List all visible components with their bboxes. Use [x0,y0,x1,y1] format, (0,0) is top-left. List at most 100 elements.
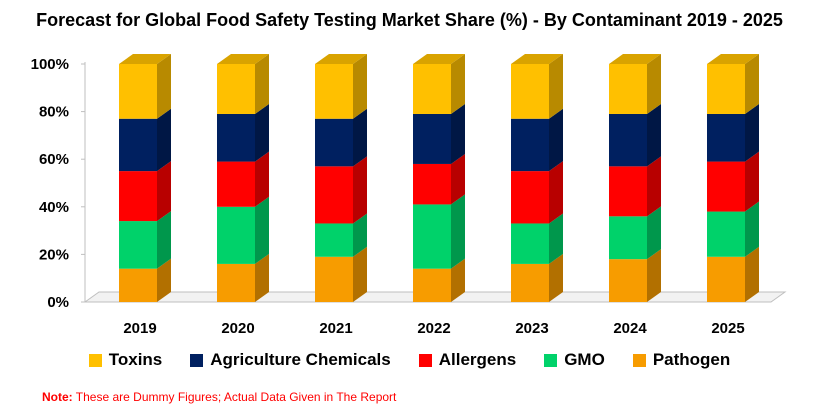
bar-gmo-2020-side [255,196,269,264]
stacked-bar-chart: 0% 20% 40% 60% 80% 100% 2019 2020 2021 2022 2023 20… [31,54,787,337]
bar-gmo-2022 [413,204,451,269]
bar-gmo-2019 [119,221,157,269]
footnote: Note: These are Dummy Figures; Actual Da… [42,390,396,404]
y-tick-label: 0% [47,294,69,311]
bar-pathogen-2020-side [255,253,269,302]
x-tick-label: 2019 [123,320,156,337]
legend-swatch-toxins [88,353,102,367]
bar-gmo-2025-side [745,201,759,257]
bar-toxins-2020-side [255,54,269,114]
bar-gmo-2024-side [647,206,661,260]
bar-gmo-2021-side [353,213,367,257]
bar-toxins-2021 [315,64,353,119]
note-label: Note: [42,390,73,404]
legend-swatch-agriculture-chemicals [190,353,204,367]
x-tick-label: 2023 [515,320,548,337]
bar-toxins-2025-side [745,54,759,114]
bar-gmo-2024 [609,216,647,260]
bar-agriculture-chemicals-2024-side [647,103,661,167]
x-tick-label: 2021 [319,320,352,337]
bar-allergens-2025 [707,161,745,212]
legend-swatch-gmo [544,353,558,367]
bar-agriculture-chemicals-2025 [707,113,745,162]
y-tick-label: 60% [39,151,69,168]
bar-toxins-2020 [217,64,255,114]
bar-allergens-2020 [217,161,255,207]
bar-allergens-2024-side [647,156,661,217]
y-tick-label: 20% [39,246,69,263]
legend-label-agriculture-chemicals: Agriculture Chemicals [210,350,391,369]
bar-gmo-2022-side [451,194,465,269]
bar-agriculture-chemicals-2022-side [451,103,465,164]
bar-toxins-2024-side [647,54,661,114]
x-tick-label: 2022 [417,320,450,337]
legend-label-pathogen: Pathogen [652,350,731,369]
bar-toxins-2019-side [157,54,171,119]
bar-pathogen-2023 [511,263,549,302]
bar-allergens-2023-side [549,161,563,224]
bar-top-2024 [609,54,661,64]
bar-allergens-2022-side [451,153,465,205]
bar-allergens-2021-side [353,156,367,224]
legend-item-toxins: Toxins [88,350,163,370]
bar-pathogen-2025 [707,256,745,302]
bar-top-2020 [217,54,269,64]
bar-pathogen-2024-side [647,249,661,302]
bar-allergens-2024 [609,166,647,217]
bar-top-2021 [315,54,367,64]
bar-gmo-2023 [511,223,549,264]
bar-toxins-2022-side [451,54,465,114]
bar-pathogen-2019 [119,268,157,302]
legend-swatch-pathogen [632,353,646,367]
bar-toxins-2025 [707,64,745,114]
bar-pathogen-2021 [315,256,353,302]
bar-allergens-2025-side [745,151,759,212]
bar-agriculture-chemicals-2022 [413,113,451,164]
legend-item-allergens: Allergens [418,350,516,370]
bar-allergens-2019-side [157,161,171,222]
bar-top-2022 [413,54,465,64]
bar-gmo-2023-side [549,213,563,264]
bar-agriculture-chemicals-2023 [511,118,549,172]
bar-gmo-2025 [707,211,745,257]
bar-pathogen-2022-side [451,258,465,302]
bar-allergens-2019 [119,171,157,222]
bar-agriculture-chemicals-2019 [119,118,157,172]
bar-allergens-2022 [413,163,451,205]
x-tick-label: 2024 [613,320,647,337]
chart-title: Forecast for Global Food Safety Testing … [36,10,783,30]
bar-agriculture-chemicals-2020-side [255,103,269,162]
legend-label-gmo: GMO [564,350,605,369]
bar-top-2025 [707,54,759,64]
legend-label-toxins: Toxins [108,350,163,369]
bar-gmo-2019-side [157,211,171,269]
legend: Toxins Agriculture Chemicals Allergens G… [0,350,819,370]
bar-pathogen-2020 [217,263,255,302]
bar-agriculture-chemicals-2024 [609,113,647,167]
x-tick-label: 2025 [711,320,744,337]
bar-agriculture-chemicals-2021-side [353,108,367,167]
bar-agriculture-chemicals-2020 [217,113,255,162]
bar-agriculture-chemicals-2019-side [157,108,171,172]
y-tick-label: 40% [39,199,69,216]
bar-pathogen-2023-side [549,253,563,302]
bar-pathogen-2025-side [745,246,759,302]
bar-toxins-2023 [511,64,549,119]
bar-top-2023 [511,54,563,64]
bar-toxins-2022 [413,64,451,114]
bar-allergens-2023 [511,171,549,224]
bar-agriculture-chemicals-2021 [315,118,353,167]
legend-swatch-allergens [418,353,432,367]
bar-gmo-2020 [217,206,255,264]
note-text: These are Dummy Figures; Actual Data Giv… [72,390,397,404]
bar-pathogen-2019-side [157,258,171,302]
bar-agriculture-chemicals-2025-side [745,103,759,162]
bar-toxins-2021-side [353,54,367,119]
legend-item-gmo: GMO [544,350,605,370]
bar-top-2019 [119,54,171,64]
bar-pathogen-2024 [609,259,647,302]
legend-item-agriculture-chemicals: Agriculture Chemicals [190,350,391,370]
bar-gmo-2021 [315,223,353,257]
bar-toxins-2024 [609,64,647,114]
y-tick-label: 100% [31,56,69,73]
